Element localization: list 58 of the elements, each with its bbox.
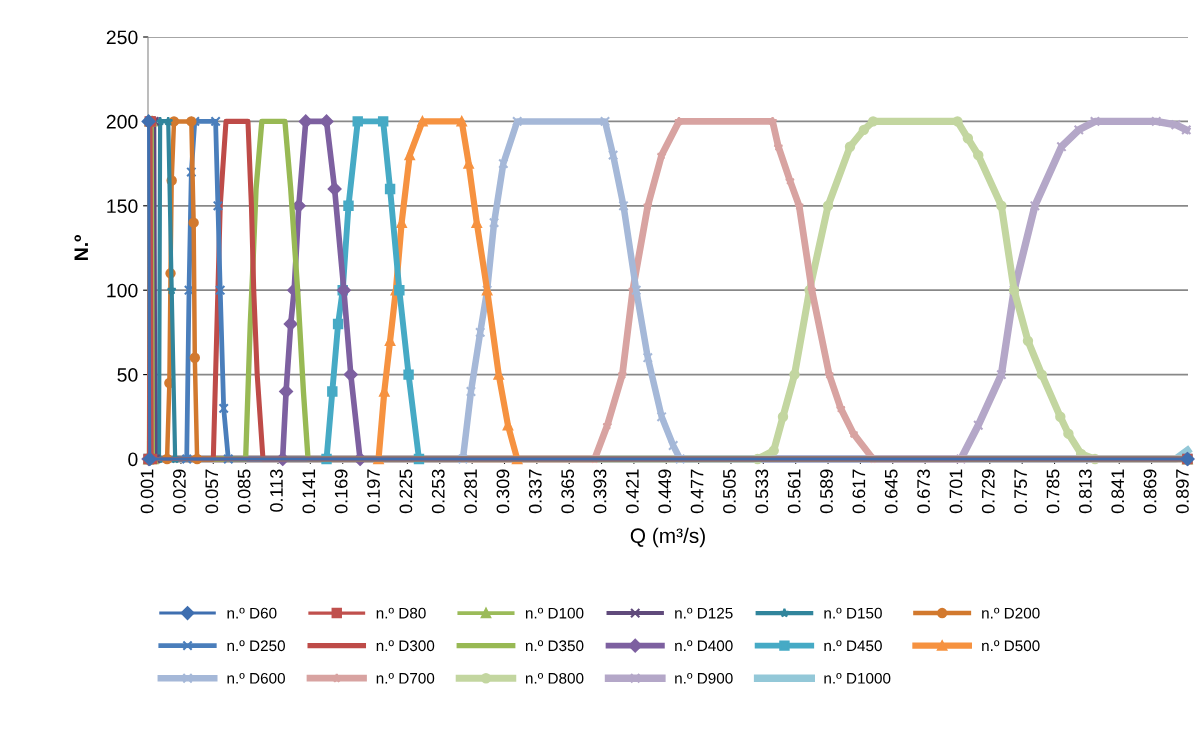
legend-label: n.º D200 — [982, 607, 1040, 619]
legend-label: n.º D250 — [227, 640, 285, 652]
legend-label: n.º D700 — [376, 672, 435, 684]
y-tick-label: 100 — [107, 283, 138, 298]
legend-label: n.º D80 — [376, 607, 426, 619]
x-axis-title: Q (m³/s) — [630, 527, 705, 548]
x-tick-label: 0.281 — [464, 469, 477, 514]
x-tick-label: 0.449 — [658, 469, 672, 514]
legend-label: n.º D150 — [824, 607, 882, 619]
legend-label: n.º D450 — [824, 640, 882, 652]
x-tick-label: 0.897 — [1176, 469, 1189, 514]
y-axis-title: N.º — [74, 235, 88, 260]
x-tick-label: 0.141 — [302, 469, 316, 514]
x-tick-label: 0.337 — [528, 469, 542, 514]
x-tick-label: 0.197 — [367, 469, 380, 514]
x-tick-label: 0.113 — [270, 469, 283, 512]
x-tick-label: 0.561 — [787, 469, 801, 514]
x-tick-label: 0.365 — [561, 469, 575, 514]
x-tick-label: 0.057 — [205, 469, 219, 514]
y-tick-label: 0 — [128, 452, 138, 467]
x-tick-label: 0.617 — [852, 469, 866, 514]
legend-label: n.º D600 — [227, 672, 285, 684]
y-tick-label: 200 — [106, 114, 138, 129]
x-tick-label: 0.001 — [140, 469, 154, 514]
x-tick-label: 0.813 — [1078, 469, 1092, 514]
x-tick-label: 0.505 — [723, 469, 736, 514]
x-tick-label: 0.085 — [237, 469, 251, 514]
x-tick-label: 0.169 — [334, 469, 348, 514]
x-tick-label: 0.841 — [1111, 469, 1125, 514]
y-tick-label: 250 — [106, 30, 138, 45]
x-tick-label: 0.757 — [1014, 469, 1028, 514]
x-tick-label: 0.421 — [625, 469, 639, 514]
legend-label: n.º D60 — [227, 607, 277, 619]
legend-label: n.º D800 — [525, 672, 584, 684]
y-tick-label: 50 — [117, 368, 138, 382]
x-tick-label: 0.589 — [820, 469, 833, 514]
legend-label: n.º D1000 — [824, 672, 891, 684]
x-tick-label: 0.393 — [593, 469, 607, 514]
x-tick-label: 0.029 — [172, 469, 186, 514]
x-tick-label: 0.645 — [884, 469, 898, 514]
legend-label: n.º D350 — [525, 640, 584, 652]
x-tick-label: 0.869 — [1143, 469, 1157, 514]
legend-label: n.º D300 — [376, 640, 435, 652]
x-tick-label: 0.533 — [755, 469, 769, 514]
x-tick-label: 0.477 — [690, 469, 704, 514]
legend-label: n.º D400 — [675, 640, 733, 652]
legend-label: n.º D100 — [525, 607, 584, 619]
x-tick-label: 0.701 — [949, 469, 963, 514]
x-tick-label: 0.253 — [431, 469, 445, 514]
x-tick-label: 0.225 — [399, 469, 413, 514]
x-tick-label: 0.673 — [917, 469, 930, 514]
x-tick-label: 0.785 — [1046, 469, 1060, 514]
x-tick-label: 0.309 — [496, 469, 510, 514]
x-tick-label: 0.729 — [981, 469, 995, 514]
legend-label: n.º D900 — [675, 672, 733, 684]
y-tick-label: 150 — [107, 199, 138, 214]
legend-label: n.º D125 — [675, 607, 733, 619]
legend-label: n.º D500 — [982, 640, 1040, 652]
